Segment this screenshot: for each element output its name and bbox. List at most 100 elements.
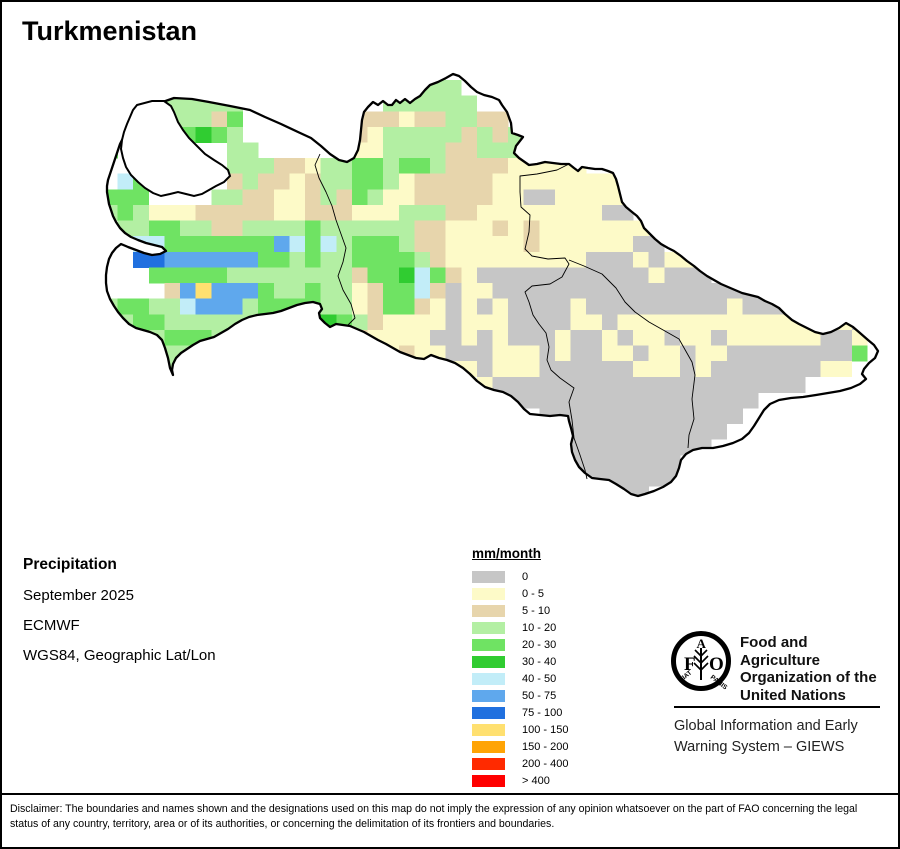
raster-cell	[554, 361, 571, 378]
raster-cell	[195, 298, 212, 315]
raster-cell	[570, 329, 587, 346]
raster-cell	[492, 236, 509, 253]
raster-cell	[351, 267, 368, 284]
raster-cell	[461, 173, 478, 190]
raster-cell	[539, 376, 556, 393]
raster-cell	[133, 204, 150, 221]
fao-organization-name: Food and Agriculture Organization of the…	[740, 634, 882, 704]
raster-cell	[383, 204, 400, 221]
legend-label: 0	[522, 570, 529, 583]
raster-cell	[195, 267, 212, 284]
raster-cell	[508, 314, 525, 331]
raster-cell	[148, 204, 165, 221]
raster-cell	[586, 283, 603, 300]
raster-cell	[648, 376, 665, 393]
raster-cell	[242, 158, 259, 175]
raster-cell	[383, 236, 400, 253]
raster-cell	[476, 267, 493, 284]
raster-cell	[820, 361, 837, 378]
raster-cell	[742, 345, 759, 362]
raster-cell	[164, 314, 181, 331]
legend-label: 75 - 100	[522, 706, 563, 719]
raster-cell	[398, 111, 415, 128]
raster-cell	[711, 298, 728, 315]
raster-cell	[351, 283, 368, 300]
raster-cell	[148, 267, 165, 284]
raster-cell	[804, 329, 821, 346]
raster-cell	[742, 361, 759, 378]
raster-cell	[414, 204, 431, 221]
raster-cell	[601, 314, 618, 331]
raster-cell	[211, 220, 228, 237]
raster-cell	[148, 298, 165, 315]
raster-cell	[226, 298, 243, 315]
raster-cell	[445, 345, 462, 362]
raster-cell	[305, 329, 322, 346]
raster-cell	[633, 376, 650, 393]
raster-cell	[586, 439, 603, 456]
raster-cell	[430, 236, 446, 253]
raster-cell	[289, 314, 306, 331]
raster-cell	[633, 251, 650, 268]
raster-cell	[148, 220, 165, 237]
raster-cell	[539, 251, 556, 268]
raster-cell	[664, 376, 681, 393]
raster-cell	[273, 267, 290, 284]
svg-text:O: O	[709, 654, 724, 675]
raster-cell	[492, 126, 509, 143]
raster-cell	[664, 361, 681, 378]
raster-cell	[461, 142, 478, 159]
raster-cell	[445, 329, 462, 346]
raster-cell	[554, 236, 571, 253]
raster-cell	[476, 173, 493, 190]
raster-cell	[195, 220, 212, 237]
raster-cell	[289, 173, 306, 190]
raster-cell	[476, 236, 493, 253]
raster-cell	[633, 470, 650, 487]
raster-cell	[336, 189, 353, 206]
raster-cell	[211, 283, 228, 300]
raster-cell	[226, 236, 243, 253]
raster-cell	[117, 189, 134, 206]
raster-cell	[523, 173, 540, 190]
raster-cell	[508, 236, 525, 253]
raster-cell	[633, 329, 650, 346]
raster-cell	[601, 486, 618, 496]
raster-cell	[226, 345, 243, 362]
raster-cell	[336, 204, 353, 221]
raster-cell	[383, 267, 400, 284]
page-title: Turkmenistan	[22, 16, 198, 46]
raster-cell	[633, 423, 650, 440]
raster-cell	[195, 95, 212, 112]
raster-cell	[586, 236, 603, 253]
fao-name-line: Food and Agriculture	[740, 634, 821, 669]
raster-cell	[305, 251, 322, 268]
raster-cell	[289, 236, 306, 253]
raster-cell	[617, 376, 634, 393]
raster-cell	[383, 251, 400, 268]
raster-cell	[554, 314, 571, 331]
raster-cell	[242, 251, 259, 268]
raster-cell	[164, 220, 181, 237]
raster-cell	[539, 173, 556, 190]
raster-cell	[258, 189, 275, 206]
raster-cell	[586, 408, 603, 425]
raster-cell	[211, 314, 228, 331]
raster-cell	[633, 486, 650, 496]
raster-cell	[679, 392, 696, 409]
raster-cell	[664, 408, 681, 425]
raster-cell	[539, 314, 556, 331]
raster-cell	[430, 220, 446, 237]
raster-cell	[695, 361, 712, 378]
raster-cell	[226, 189, 243, 206]
raster-cell	[320, 173, 337, 190]
raster-cell	[242, 220, 259, 237]
legend-item: 0 - 5	[472, 585, 568, 602]
legend-item: 40 - 50	[472, 670, 568, 687]
raster-cell	[383, 173, 400, 190]
raster-cell	[679, 314, 696, 331]
admin-boundary-east	[568, 259, 696, 449]
raster-cell	[414, 158, 431, 175]
legend-label: 20 - 30	[522, 638, 557, 651]
raster-cell	[586, 298, 603, 315]
